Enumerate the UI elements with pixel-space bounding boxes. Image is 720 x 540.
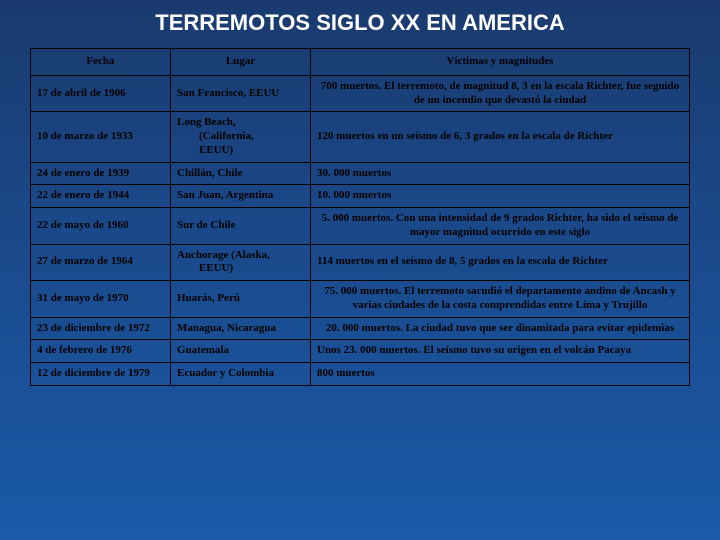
header-lugar: Lugar (171, 49, 311, 76)
header-fecha: Fecha (31, 49, 171, 76)
cell-fecha: 31 de mayo de 1970 (31, 281, 171, 318)
cell-fecha: 17 de abril de 1906 (31, 75, 171, 112)
slide-title: TERREMOTOS SIGLO XX EN AMERICA (30, 10, 690, 36)
table-row: 12 de diciembre de 1979 Ecuador y Colomb… (31, 363, 690, 386)
table-row: 23 de diciembre de 1972 Managua, Nicarag… (31, 317, 690, 340)
table-row: 27 de marzo de 1964 Anchorage (Alaska, E… (31, 244, 690, 281)
cell-desc: 120 muertos en un seísmo de 6, 3 grados … (311, 112, 690, 162)
cell-fecha: 10 de marzo de 1933 (31, 112, 171, 162)
cell-fecha: 24 de enero de 1939 (31, 162, 171, 185)
cell-desc: 800 muertos (311, 363, 690, 386)
cell-lugar: Guatemala (171, 340, 311, 363)
cell-desc: 114 muertos en el seísmo de 8, 5 grados … (311, 244, 690, 281)
cell-fecha: 27 de marzo de 1964 (31, 244, 171, 281)
cell-desc: Unos 23. 000 muertos. El seísmo tuvo su … (311, 340, 690, 363)
cell-lugar: Sur de Chile (171, 208, 311, 245)
cell-lugar: San Francisco, EEUU (171, 75, 311, 112)
cell-desc: 5. 000 muertos. Con una intensidad de 9 … (311, 208, 690, 245)
table-row: 4 de febrero de 1976 Guatemala Unos 23. … (31, 340, 690, 363)
cell-lugar: Managua, Nicaragua (171, 317, 311, 340)
cell-desc: 30. 000 muertos (311, 162, 690, 185)
lugar-line1: Anchorage (Alaska, (177, 249, 270, 261)
header-desc: Víctimas y magnitudes (311, 49, 690, 76)
cell-fecha: 23 de diciembre de 1972 (31, 317, 171, 340)
table-header-row: Fecha Lugar Víctimas y magnitudes (31, 49, 690, 76)
table-body: 17 de abril de 1906 San Francisco, EEUU … (31, 75, 690, 385)
table-row: 24 de enero de 1939 Chillán, Chile 30. 0… (31, 162, 690, 185)
cell-fecha: 22 de mayo de 1960 (31, 208, 171, 245)
cell-lugar: Huarás, Perú (171, 281, 311, 318)
cell-lugar: Ecuador y Colombia (171, 363, 311, 386)
cell-fecha: 4 de febrero de 1976 (31, 340, 171, 363)
earthquake-table: Fecha Lugar Víctimas y magnitudes 17 de … (30, 48, 690, 386)
cell-desc: 20. 000 muertos. La ciudad tuvo que ser … (311, 317, 690, 340)
cell-lugar: Anchorage (Alaska, EEUU) (171, 244, 311, 281)
lugar-line2: (California, (177, 130, 254, 142)
cell-fecha: 12 de diciembre de 1979 (31, 363, 171, 386)
cell-lugar: Chillán, Chile (171, 162, 311, 185)
slide: TERREMOTOS SIGLO XX EN AMERICA Fecha Lug… (0, 0, 720, 540)
table-row: 31 de mayo de 1970 Huarás, Perú 75. 000 … (31, 281, 690, 318)
cell-lugar: San Juan, Argentina (171, 185, 311, 208)
table-row: 22 de mayo de 1960 Sur de Chile 5. 000 m… (31, 208, 690, 245)
lugar-line2: EEUU) (177, 262, 233, 274)
lugar-line1: Long Beach, (177, 116, 236, 128)
cell-fecha: 22 de enero de 1944 (31, 185, 171, 208)
cell-desc: 75. 000 muertos. El terremoto sacudió el… (311, 281, 690, 318)
table-row: 17 de abril de 1906 San Francisco, EEUU … (31, 75, 690, 112)
cell-desc: 10. 000 muertos (311, 185, 690, 208)
table-row: 10 de marzo de 1933 Long Beach, (Califor… (31, 112, 690, 162)
table-row: 22 de enero de 1944 San Juan, Argentina … (31, 185, 690, 208)
cell-lugar: Long Beach, (California, EEUU) (171, 112, 311, 162)
cell-desc: 700 muertos. El terremoto, de magnitud 8… (311, 75, 690, 112)
lugar-line3: EEUU) (177, 144, 233, 156)
